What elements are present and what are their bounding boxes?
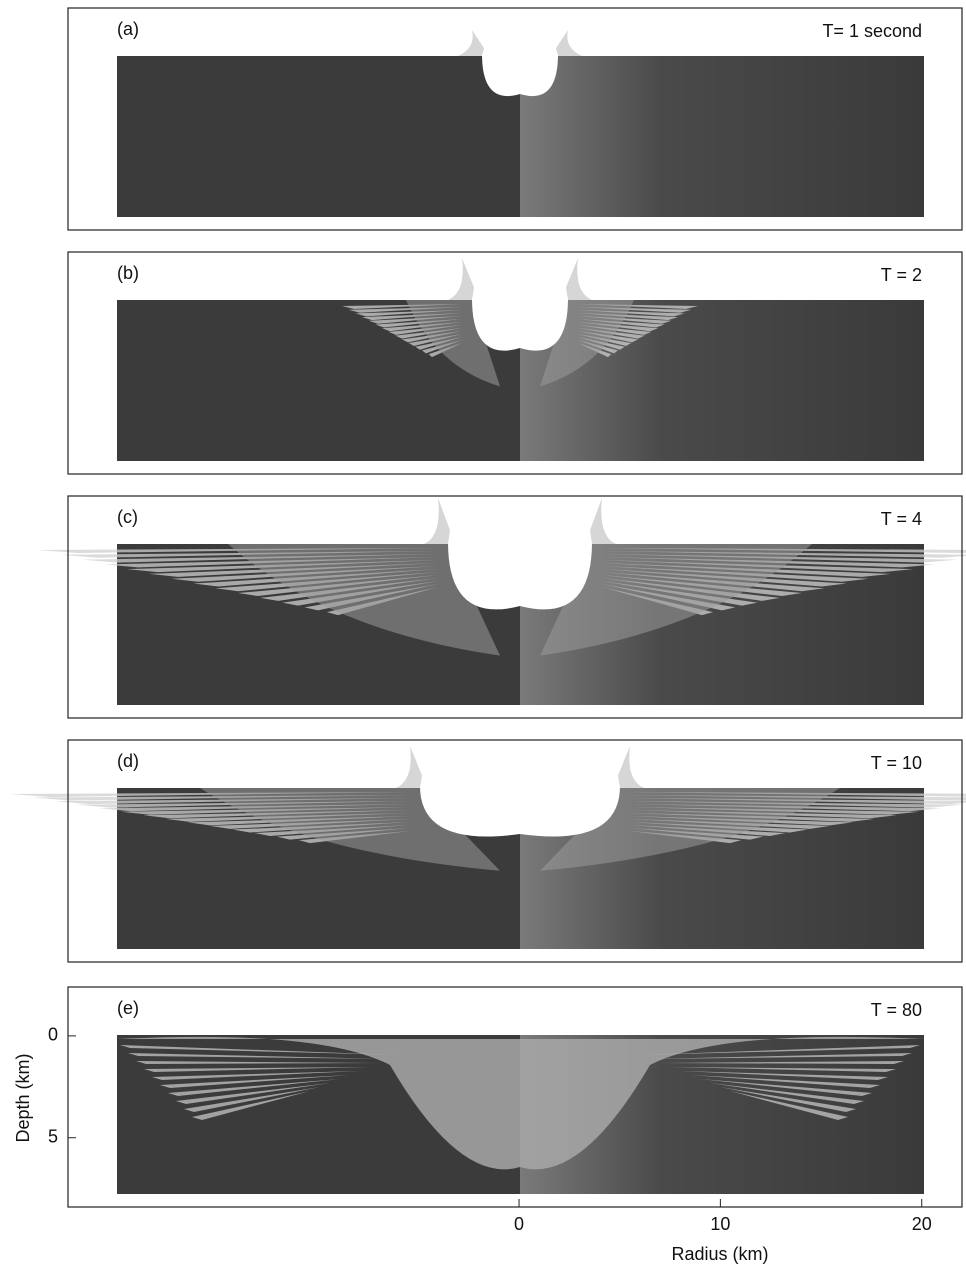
time-label: T= 1 second: [822, 21, 922, 41]
crater-rim: [590, 498, 616, 544]
time-label: T = 80: [871, 1000, 922, 1020]
crater-rim: [458, 30, 484, 56]
crater: [482, 54, 558, 96]
crater-rim: [424, 498, 450, 544]
y-tick-label: 5: [48, 1126, 58, 1146]
crater-rim: [396, 746, 422, 788]
panel-label: (a): [117, 19, 139, 39]
crater: [448, 542, 592, 609]
y-tick-label: 0: [48, 1025, 58, 1045]
x-axis-label: Radius (km): [671, 1244, 768, 1264]
x-tick-label: 20: [912, 1214, 932, 1234]
crater-rim: [556, 30, 582, 56]
page: (a) T= 1 second (b) T = 2 (c) T = 4 (d) T = 10 (…: [0, 0, 966, 1272]
time-label: T = 2: [881, 265, 922, 285]
panel-label: (b): [117, 263, 139, 283]
crater-rim: [618, 746, 644, 788]
figure: (a) T= 1 second (b) T = 2 (c) T = 4 (d) T = 10 (…: [0, 0, 966, 1272]
crater-rim: [448, 258, 474, 300]
panel-label: (d): [117, 751, 139, 771]
sim-right: [520, 56, 924, 217]
sim-left: [117, 56, 520, 217]
crater-rim: [566, 258, 592, 300]
panel-label: (c): [117, 507, 138, 527]
x-tick-label: 10: [710, 1214, 730, 1234]
crater: [472, 298, 568, 351]
y-axis-label: Depth (km): [13, 1053, 33, 1142]
time-label: T = 4: [881, 509, 922, 529]
crater: [420, 786, 620, 837]
panel-label: (e): [117, 998, 139, 1018]
x-tick-label: 0: [514, 1214, 524, 1234]
time-label: T = 10: [871, 753, 922, 773]
